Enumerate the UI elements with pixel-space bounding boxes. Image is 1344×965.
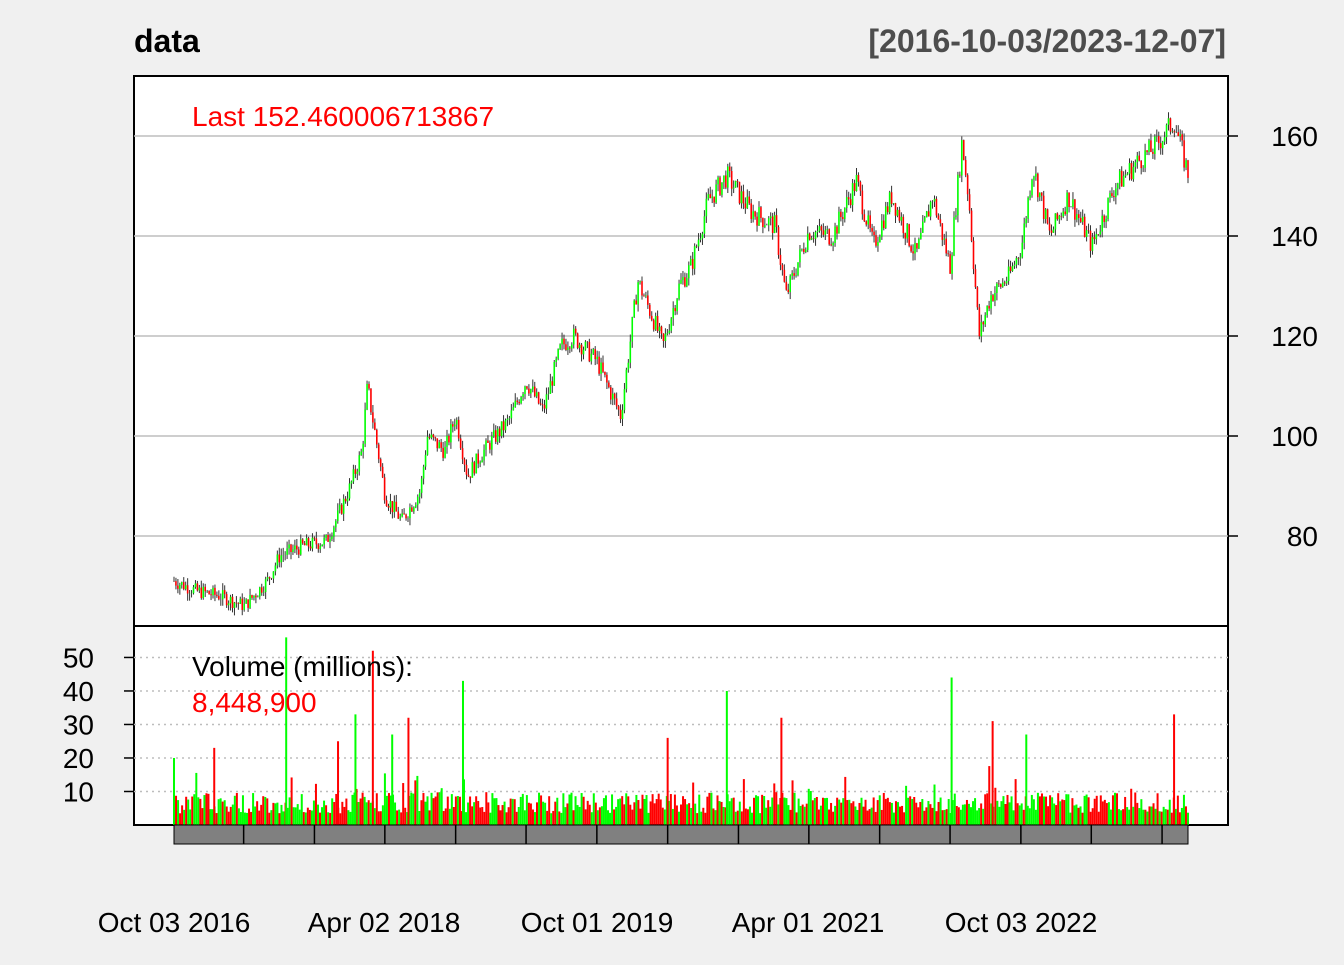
x-tick-label: Apr 02 2018 <box>308 907 461 938</box>
volume-label: Volume (millions): <box>192 651 413 682</box>
x-axis: Oct 03 2016 Apr 02 2018 Oct 01 2019 Apr 01 … <box>98 825 1163 938</box>
x-tick-label: Oct 03 2016 <box>98 907 251 938</box>
price-tick-label: 160 <box>1271 121 1318 152</box>
volume-tick-label: 40 <box>63 676 94 707</box>
volume-bars <box>173 637 1189 825</box>
chart-title: data <box>134 23 200 59</box>
time-axis-bar <box>173 824 1189 845</box>
volume-tick-label: 50 <box>63 642 94 673</box>
x-tick-label: Oct 01 2019 <box>521 907 674 938</box>
price-panel <box>133 75 1229 627</box>
x-tick-label: Oct 03 2022 <box>945 907 1098 938</box>
price-tick-label: 120 <box>1271 321 1318 352</box>
volume-tick-label: 20 <box>63 743 94 774</box>
price-tick-label: 140 <box>1271 221 1318 252</box>
price-tick-label: 80 <box>1287 521 1318 552</box>
price-series <box>173 112 1189 616</box>
price-y-axis: 80 100 120 140 160 <box>1228 121 1318 552</box>
price-tick-label: 100 <box>1271 421 1318 452</box>
last-volume-label: 8,448,900 <box>192 687 317 718</box>
volume-tick-label: 10 <box>63 776 94 807</box>
date-range-label: [2016-10-03/2023-12-07] <box>868 23 1226 59</box>
volume-grid <box>134 656 1228 793</box>
price-grid <box>134 135 1228 537</box>
volume-tick-label: 30 <box>63 709 94 740</box>
x-tick-label: Apr 01 2021 <box>732 907 885 938</box>
last-price-label: Last 152.460006713867 <box>192 101 494 132</box>
